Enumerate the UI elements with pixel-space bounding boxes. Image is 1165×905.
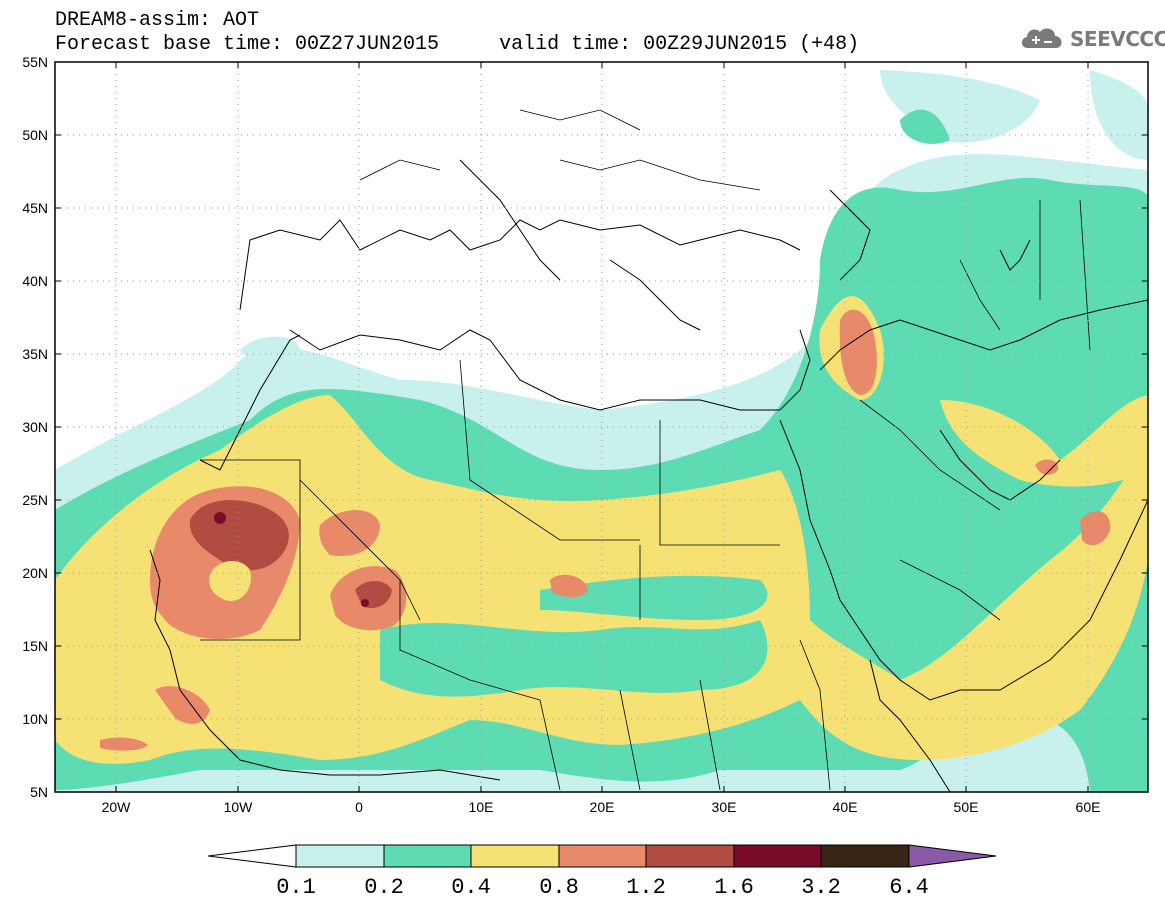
colorbar-segment xyxy=(733,844,822,868)
lat-label: 40N xyxy=(22,273,48,289)
lat-label: 35N xyxy=(22,346,48,362)
lat-label: 15N xyxy=(22,638,48,654)
colorbar-label: 6.4 xyxy=(889,875,929,900)
lat-lon-grid xyxy=(55,62,1148,792)
lon-label: 10W xyxy=(224,799,254,815)
lon-label: 50E xyxy=(954,799,979,815)
lon-label: 60E xyxy=(1076,799,1101,815)
lat-label: 55N xyxy=(22,54,48,70)
lon-label: 10E xyxy=(469,799,494,815)
colorbar-segment xyxy=(383,844,472,868)
lat-labels: 55N 50N 45N 40N 35N 30N 25N 20N 15N 10N … xyxy=(22,54,48,800)
colorbar-max-arrow xyxy=(908,844,997,868)
lat-label: 30N xyxy=(22,419,48,435)
lat-label: 5N xyxy=(30,784,48,800)
coastlines xyxy=(149,159,1148,792)
lon-label: 0 xyxy=(355,799,363,815)
title-line-2: Forecast base time: 00Z27JUN2015 valid t… xyxy=(55,33,860,56)
colorbar-segment xyxy=(558,844,647,868)
colorbar-label: 0.2 xyxy=(364,875,404,900)
colorbar-label: 3.2 xyxy=(801,875,841,900)
colorbar-segment xyxy=(820,844,910,868)
lon-label: 40E xyxy=(833,799,858,815)
lat-label: 45N xyxy=(22,200,48,216)
logo-text: SEEVCCC xyxy=(1070,27,1165,51)
colorbar-label: 0.8 xyxy=(539,875,579,900)
title-line-1: DREAM8-assim: AOT xyxy=(55,9,260,32)
colorbar-segment xyxy=(470,844,560,868)
aot-band-1.6 xyxy=(214,512,369,607)
lat-label: 20N xyxy=(22,565,48,581)
colorbar-segment xyxy=(295,844,385,868)
axis-ticks xyxy=(55,62,1148,792)
aot-field xyxy=(55,62,1148,792)
lon-labels: 20W 10W 0 10E 20E 30E 40E 50E 60E xyxy=(102,799,1101,815)
colorbar-label: 0.1 xyxy=(276,875,316,900)
lat-label: 50N xyxy=(22,127,48,143)
aot-hole xyxy=(209,560,251,601)
colorbar-min-arrow xyxy=(207,844,297,868)
cloud-icon xyxy=(1021,28,1062,48)
borders xyxy=(200,109,1091,791)
colorbar-label: 0.4 xyxy=(451,875,491,900)
aot-band-sahel xyxy=(380,457,919,697)
lon-label: 20W xyxy=(102,799,132,815)
lat-label: 10N xyxy=(22,711,48,727)
colorbar-label: 1.2 xyxy=(626,875,666,900)
lat-label: 25N xyxy=(22,492,48,508)
lon-label: 30E xyxy=(712,799,737,815)
colorbar-label: 1.6 xyxy=(714,875,754,900)
seevccc-logo: SEEVCCC xyxy=(1018,22,1165,56)
colorbar-segment xyxy=(645,844,735,868)
lon-label: 20E xyxy=(590,799,615,815)
colorbar: 0.1 0.2 0.4 0.8 1.2 1.6 3.2 6.4 xyxy=(207,844,997,900)
